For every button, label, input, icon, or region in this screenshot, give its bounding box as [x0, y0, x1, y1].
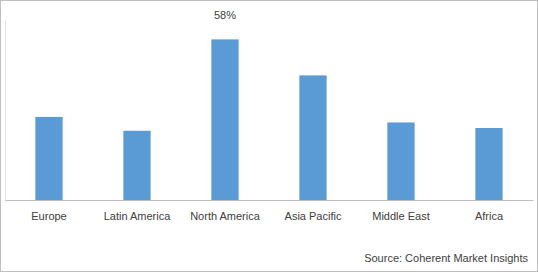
bar	[35, 117, 62, 200]
x-tick-label: Africa	[475, 210, 504, 222]
x-tick: Middle East	[372, 200, 429, 222]
x-tick: Latin America	[104, 200, 172, 222]
chart-frame	[1, 1, 538, 272]
x-axis-line	[6, 200, 534, 201]
x-tick: Asia Pacific	[285, 200, 342, 222]
data-labels: 58%	[214, 9, 236, 21]
x-tick-label: Latin America	[104, 210, 172, 222]
bar	[299, 75, 326, 200]
data-label: 58%	[214, 9, 236, 21]
x-tick: North America	[190, 200, 261, 222]
bar	[123, 131, 150, 200]
y-axis-line	[5, 21, 6, 201]
x-axis: Europe Latin America North America Asia Pac…	[6, 200, 534, 222]
x-tick: Africa	[475, 200, 504, 222]
source-note: Source: Coherent Market Insights	[364, 252, 528, 264]
x-tick-label: North America	[190, 210, 261, 222]
x-tick: Europe	[31, 200, 66, 222]
chart: Europe Latin America North America Asia Pac…	[0, 0, 538, 272]
x-tick-label: Asia Pacific	[285, 210, 342, 222]
bars	[35, 39, 502, 200]
y-axis	[5, 21, 6, 201]
x-tick-label: Middle East	[372, 210, 429, 222]
bar	[211, 39, 238, 200]
bar	[387, 122, 414, 200]
x-tick-label: Europe	[31, 210, 66, 222]
bar	[475, 128, 502, 200]
